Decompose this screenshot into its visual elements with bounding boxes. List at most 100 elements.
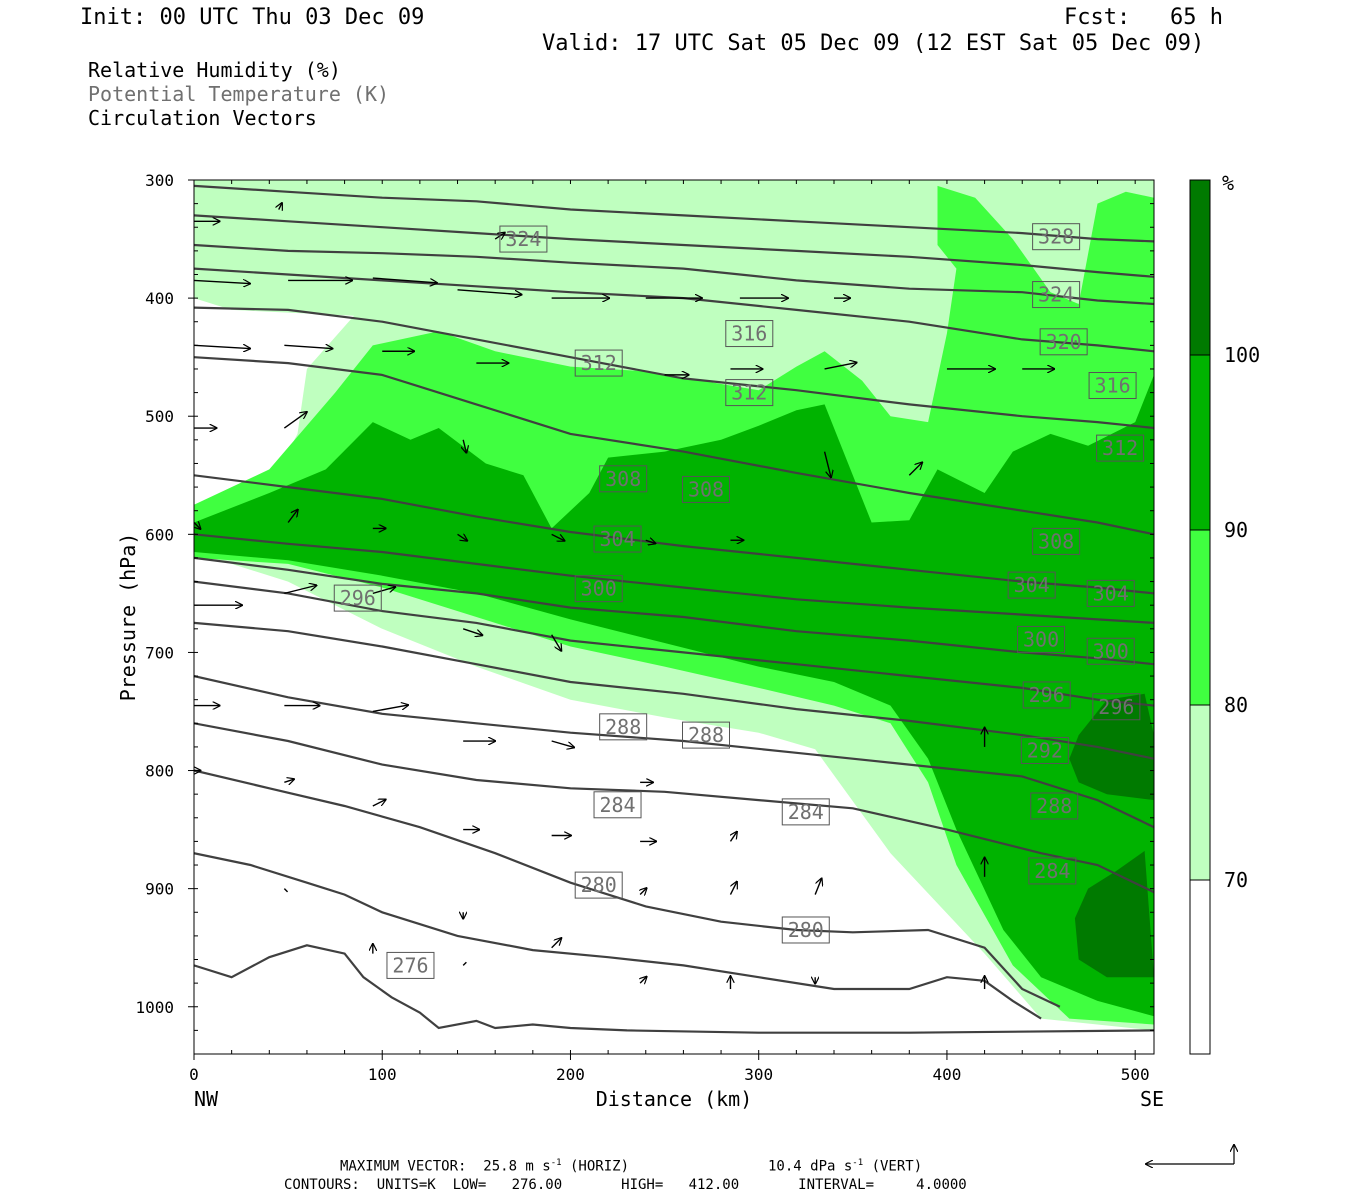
theta-label-text: 276 (392, 953, 428, 977)
theta-label-8: 312 (1096, 434, 1145, 462)
reference-vector (1146, 1145, 1234, 1164)
theta-contour-312 (194, 474, 1154, 595)
theta-label-text: 284 (599, 793, 635, 817)
theta-label-text: 308 (605, 467, 641, 491)
y-axis-label: Pressure (hPa) (116, 533, 140, 702)
x-tick-label-400: 400 (932, 1065, 961, 1084)
theta-label-14: 296 (333, 584, 382, 612)
circulation-vector-21 (283, 412, 306, 429)
circulation-vector-24 (908, 462, 922, 476)
y-tick-label-900: 900 (145, 880, 174, 899)
theta-label-box (1039, 328, 1088, 356)
circulation-vector-33 (284, 585, 316, 595)
theta-label-box (386, 951, 435, 979)
theta-label-25: 284 (593, 791, 642, 819)
colorbar-frame (1189, 179, 1211, 1055)
theta-label-17: 300 (1017, 625, 1066, 653)
circulation-vector-12 (284, 345, 332, 348)
theta-label-text: 280 (788, 918, 824, 942)
legend-rh: Relative Humidity (%) (88, 58, 341, 82)
theta-label-box (1088, 372, 1137, 400)
theta-contour-276 (194, 944, 1154, 1034)
theta-label-text: 288 (605, 715, 641, 739)
theta-label-2: 324 (1032, 281, 1081, 309)
max-vector-vert-suffix: (VERT) (863, 1158, 923, 1175)
circulation-vector-30 (645, 540, 656, 543)
legend-vectors: Circulation Vectors (88, 106, 317, 130)
theta-label-text: 324 (1038, 283, 1074, 307)
theta-label-30: 276 (386, 951, 435, 979)
circulation-vector-52 (283, 888, 289, 893)
circulation-vector-11 (194, 345, 250, 348)
theta-label-box (599, 465, 648, 493)
theta-label-11: 308 (1032, 527, 1081, 555)
x-tick-label-100: 100 (368, 1065, 397, 1084)
theta-label-box (593, 525, 642, 553)
circulation-vector-1 (279, 203, 282, 209)
theta-label-10: 308 (682, 475, 730, 503)
theta-label-box (1032, 223, 1081, 251)
theta-label-text: 284 (1034, 859, 1070, 883)
theta-label-text: 300 (1023, 627, 1059, 651)
y-tick-label-300: 300 (145, 171, 174, 190)
rh-fill-layer (194, 180, 1154, 1031)
theta-label-21: 288 (599, 713, 648, 741)
theta-label-box (682, 721, 730, 749)
theta-label-box (599, 713, 648, 741)
y-tick-label-600: 600 (145, 525, 174, 544)
theta-label-19: 296 (1022, 681, 1071, 709)
theta-label-box (682, 475, 730, 503)
max-vector-vert-exponent: -1 (852, 1158, 864, 1168)
theta-label-layer: 324 328 324 320 316 312 312 316 312 308 308 308 304 3… (333, 223, 1145, 979)
theta-label-box (781, 916, 830, 944)
theta-label-15: 304 (1007, 571, 1056, 599)
theta-label-1: 328 (1032, 223, 1081, 251)
circulation-vector-54 (551, 938, 562, 949)
theta-contour-336 (194, 184, 1154, 243)
theta-label-box (725, 320, 774, 348)
circulation-vector-44 (284, 779, 294, 782)
theta-contour-284 (194, 769, 1061, 1008)
y-tick-label-700: 700 (145, 643, 174, 662)
theta-contour-280 (194, 852, 1042, 1020)
x-tick-label-300: 300 (744, 1065, 773, 1084)
theta-label-box (1017, 625, 1066, 653)
footer-max-vector: MAXIMUM VECTOR: 25.8 m s-1 (HORIZ) (340, 1158, 629, 1175)
circulation-vector-49 (730, 832, 736, 842)
colorbar-unit: % (1222, 171, 1234, 195)
theta-label-text: 304 (1093, 581, 1129, 605)
theta-contour-328 (194, 243, 1154, 306)
theta-label-box (1022, 681, 1071, 709)
colorbar-label-90: 90 (1224, 518, 1248, 542)
theta-label-text: 304 (599, 527, 635, 551)
theta-label-text: 308 (1038, 529, 1074, 553)
y-tick-label-500: 500 (145, 407, 174, 426)
theta-label-box (574, 871, 623, 899)
y-tick-label-800: 800 (145, 762, 174, 781)
theta-label-box (1007, 571, 1056, 599)
footer-contours: CONTOURS: UNITS=K LOW= 276.00 HIGH= 412.… (284, 1177, 967, 1193)
max-vector-horiz-exponent: -1 (550, 1158, 562, 1168)
colorbar: % 70 80 90 100 (1189, 171, 1260, 1055)
x-tick-label-500: 500 (1121, 1065, 1150, 1084)
x-tick-label-0: 0 (189, 1065, 199, 1084)
theta-contour-296 (194, 621, 1154, 760)
theta-contour-288 (194, 722, 1154, 894)
theta-label-box (1096, 434, 1145, 462)
theta-label-box (1020, 736, 1069, 764)
theta-label-text: 284 (788, 800, 824, 824)
theta-label-text: 320 (1046, 330, 1082, 354)
theta-label-box (725, 379, 774, 407)
theta-label-text: 316 (1095, 374, 1131, 398)
theta-label-28: 280 (574, 871, 623, 899)
max-vector-vert-prefix: 10.4 dPa s (768, 1158, 853, 1175)
colorbar-segment-1 (1190, 355, 1210, 530)
theta-label-13: 300 (574, 575, 623, 603)
theta-label-text: 288 (1036, 794, 1072, 818)
init-time: Init: 00 UTC Thu 03 Dec 09 (80, 5, 425, 30)
colorbar-segment-4 (1190, 880, 1210, 1054)
axes: 300 400 500 600 700 800 900 1000 0 100 200 300 400 50… (135, 171, 1154, 1084)
theta-label-text: 296 (1098, 695, 1134, 719)
theta-label-text: 312 (1102, 436, 1138, 460)
